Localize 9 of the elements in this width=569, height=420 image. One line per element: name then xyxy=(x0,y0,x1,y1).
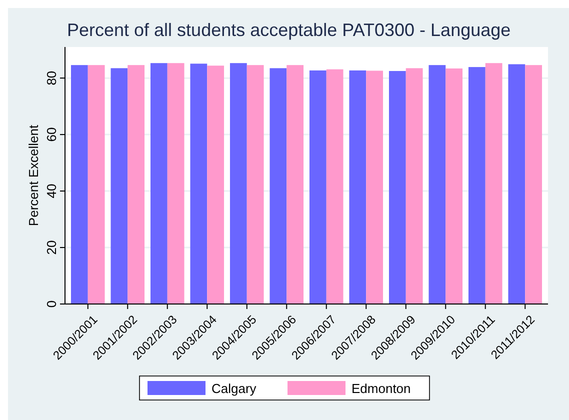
legend-label: Calgary xyxy=(212,381,257,396)
y-tick-label: 20 xyxy=(44,240,59,255)
y-tick-label: 40 xyxy=(44,184,59,198)
y-tick-label: 80 xyxy=(44,70,59,86)
y-axis-title: Percent Excellent xyxy=(26,124,41,226)
legend-label: Edmonton xyxy=(352,381,411,396)
chart-title: Percent of all students acceptable PAT0300 - Language xyxy=(67,20,511,40)
y-tick-label: 60 xyxy=(44,127,59,142)
y-tick-label: 0 xyxy=(44,300,59,308)
